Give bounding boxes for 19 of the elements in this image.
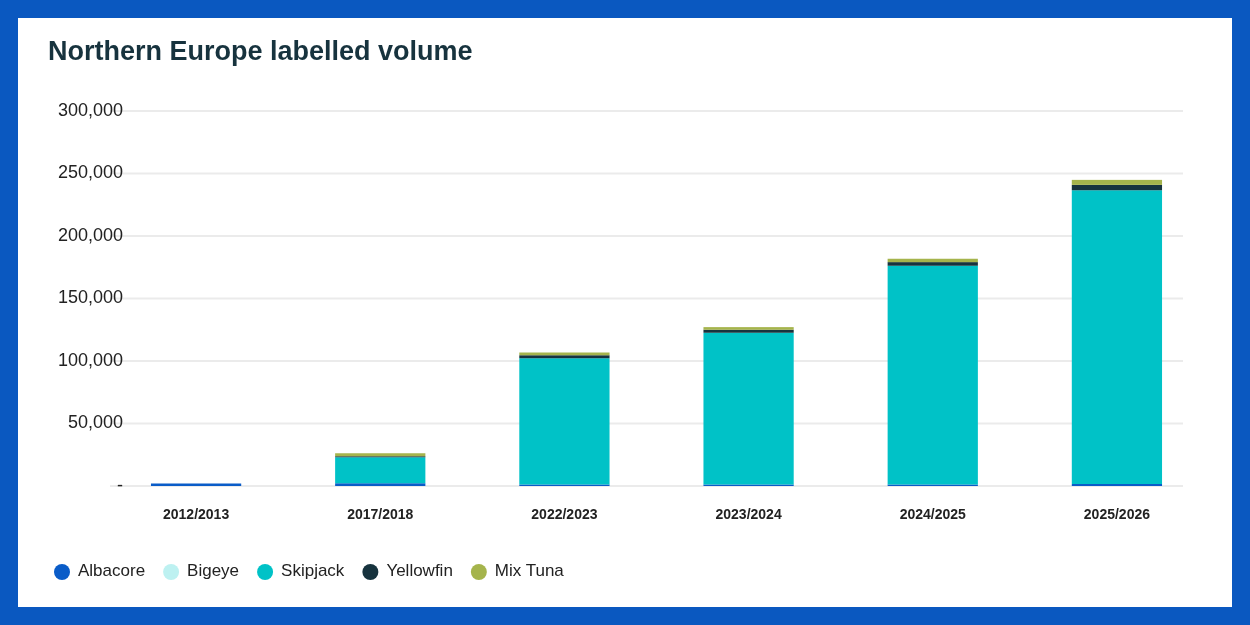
y-tick-label: 300,000 (57, 99, 123, 120)
x-tick-label: 2025/2026 (1083, 505, 1151, 522)
legend-label: Albacore (78, 561, 146, 581)
y-tick-label: 100,000 (57, 349, 123, 370)
x-tick-label: 2012/2013 (162, 505, 230, 522)
chart-title: Northern Europe labelled volume (48, 36, 473, 66)
x-tick-label: 2017/2018 (347, 505, 414, 522)
legend-label: Skipjack (281, 561, 345, 581)
x-tick-label: 2023/2024 (715, 505, 782, 522)
legend-label: Bigeye (187, 561, 240, 581)
x-tick-label: 2024/2025 (899, 505, 967, 522)
x-tick-label: 2022/2023 (531, 505, 598, 522)
y-tick-label: 50,000 (67, 412, 123, 433)
y-tick-label: 200,000 (57, 224, 123, 245)
legend-label: Mix Tuna (494, 561, 565, 581)
legend-label: Yellowfin (386, 561, 453, 581)
y-tick-label: - (117, 474, 123, 495)
y-tick-label: 250,000 (57, 162, 123, 183)
y-tick-label: 150,000 (57, 287, 123, 308)
